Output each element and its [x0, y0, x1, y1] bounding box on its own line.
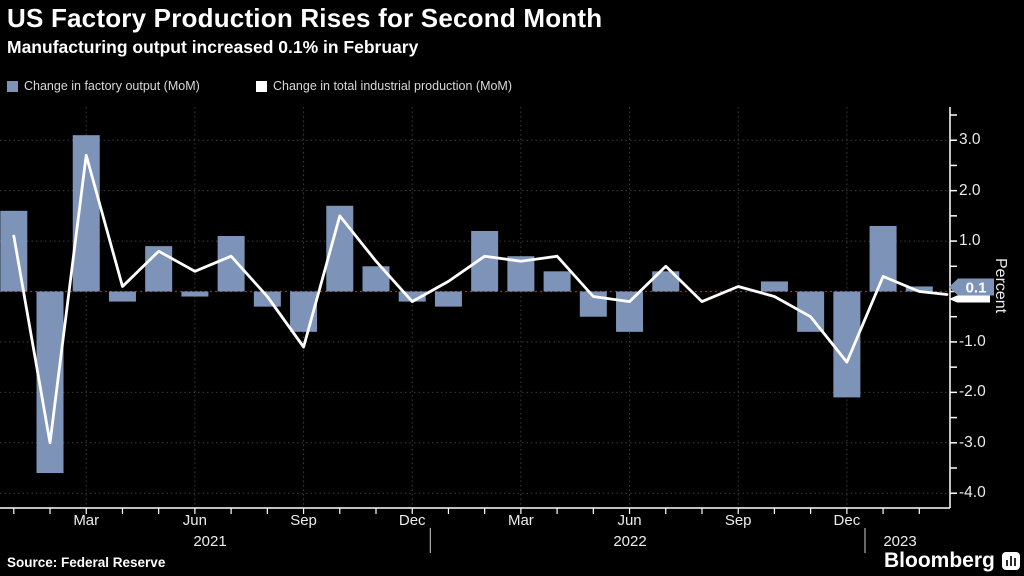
legend-label: Change in factory output (MoM) [24, 79, 200, 93]
bar-factory-output [181, 291, 209, 297]
x-month-label: Sep [724, 512, 752, 529]
y-tick-label: -1.0 [959, 332, 986, 350]
x-month-label: Jun [182, 512, 207, 529]
source-attribution: Source: Federal Reserve [7, 555, 166, 570]
bar-factory-output [217, 236, 245, 292]
bar-last-value-label: 0.1 [966, 280, 987, 297]
x-month-label: Mar [73, 512, 100, 529]
x-month-label: Dec [398, 512, 426, 529]
bar-factory-output [253, 291, 281, 307]
bar-last-value-marker [949, 278, 994, 296]
bar-factory-output [543, 271, 571, 292]
bloomberg-logo: Bloomberg [884, 549, 1020, 573]
page-title: US Factory Production Rises for Second M… [7, 3, 603, 33]
bar-factory-output [108, 291, 136, 302]
bloomberg-chart-icon [1001, 552, 1020, 570]
y-tick-label: -2.0 [959, 383, 986, 401]
x-year-label: 2022 [613, 533, 647, 550]
legend-item-factory-output: Change in factory output (MoM) [7, 79, 200, 93]
y-tick-label: 3.0 [959, 131, 981, 149]
bar-factory-output [0, 210, 28, 292]
bar-factory-output [616, 291, 644, 332]
legend-swatch-white-icon [256, 80, 267, 92]
bloomberg-wordmark: Bloomberg [884, 549, 995, 572]
y-tick-label: 1.0 [959, 232, 981, 250]
y-tick-label: -3.0 [959, 433, 986, 451]
bar-factory-output [434, 291, 462, 307]
bar-factory-output [833, 291, 861, 398]
bar-factory-output [398, 291, 426, 302]
line-industrial-production [12, 153, 949, 445]
legend-swatch-blue-icon [7, 80, 18, 92]
x-month-label: Mar [507, 512, 534, 529]
bar-factory-output [652, 271, 680, 292]
y-tick-label: 2.0 [959, 181, 981, 199]
legend-label: Change in total industrial production (M… [273, 79, 513, 93]
x-month-label: Jun [617, 512, 642, 529]
x-month-label: Dec [833, 512, 861, 529]
legend-item-industrial-production: Change in total industrial production (M… [256, 79, 512, 93]
x-month-label: Sep [290, 512, 317, 529]
bar-factory-output [905, 286, 933, 292]
y-axis-title: Percent [992, 258, 1009, 314]
x-year-label: 2021 [193, 533, 227, 550]
y-tick-label: -4.0 [959, 484, 986, 502]
x-year-label: 2023 [883, 533, 917, 550]
line-last-value-marker [949, 295, 990, 303]
bar-factory-output [145, 246, 173, 292]
chart-subtitle: Manufacturing output increased 0.1% in F… [7, 37, 419, 57]
bar-factory-output [760, 281, 788, 292]
